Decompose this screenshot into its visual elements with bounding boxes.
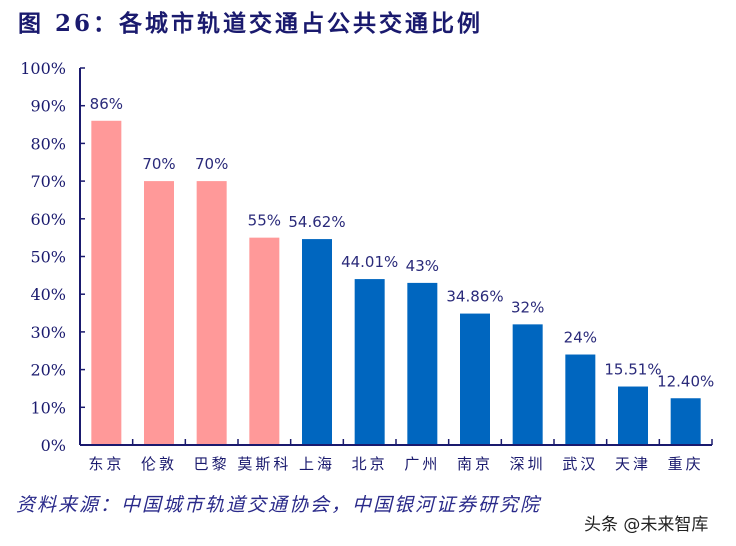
bar-东京 [91,120,122,444]
data-label: 24% [564,329,597,347]
data-label: 86% [90,95,123,113]
x-tick-label: 伦敦 [141,455,177,473]
source-note: 资料来源：中国城市轨道交通协会，中国银河证券研究院 [16,494,542,516]
x-tick-label: 深圳 [510,455,546,473]
data-label: 70% [195,155,228,173]
bar-重庆 [670,398,701,444]
y-tick-label: 80% [30,134,66,153]
data-label: 43% [406,257,439,275]
data-label: 32% [511,298,544,316]
data-label: 54.62% [288,213,345,231]
bar-伦敦 [144,181,174,444]
bar-北京 [354,279,385,444]
data-label: 70% [142,155,175,173]
x-tick-label: 重庆 [668,455,704,473]
data-label: 15.51% [604,361,661,379]
y-tick-label: 60% [30,210,66,229]
figure-title: 图 26：各城市轨道交通占公共交通比例 [18,10,484,37]
x-tick-label: 天津 [615,455,651,473]
bar-巴黎 [196,181,227,444]
data-label: 34.86% [446,288,503,306]
bar-莫斯科 [249,237,280,444]
bar-武汉 [565,354,596,444]
bar-南京 [460,313,490,444]
y-tick-label: 90% [30,97,66,116]
y-tick-label: 10% [30,398,66,417]
data-label: 12.40% [657,372,714,390]
y-tick-label: 20% [30,361,66,380]
bar-深圳 [512,324,543,444]
y-tick-label: 30% [30,323,66,342]
data-label: 44.01% [341,253,398,271]
x-tick-label: 广州 [404,455,440,473]
x-tick-label: 巴黎 [194,455,230,473]
x-tick-label: 上海 [299,455,335,473]
y-tick-label: 50% [30,248,66,267]
data-label: 55% [248,212,281,230]
x-tick-label: 东京 [88,455,124,473]
x-tick-label: 莫斯科 [237,455,291,473]
y-tick-label: 100% [20,59,66,78]
y-tick-label: 0% [41,436,66,455]
bar-天津 [618,386,648,444]
x-tick-label: 北京 [352,455,388,473]
y-tick-label: 40% [30,285,66,304]
bar-上海 [302,239,332,444]
x-tick-label: 南京 [457,455,493,473]
x-tick-label: 武汉 [562,455,598,473]
watermark: 头条 @未来智库 [584,515,709,535]
bar-广州 [407,282,438,444]
y-tick-label: 70% [30,172,66,191]
